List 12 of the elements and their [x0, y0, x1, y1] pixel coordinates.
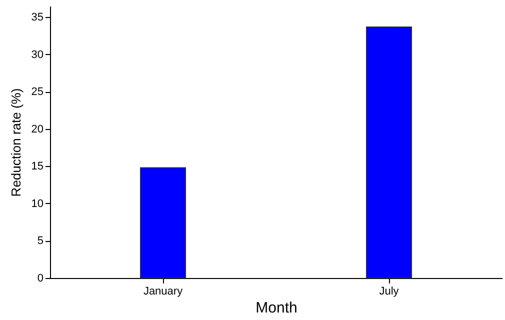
y-tick-label: 20 — [31, 123, 44, 136]
y-tick-label: 35 — [31, 12, 44, 24]
x-tick-label: July — [379, 286, 400, 298]
y-tick-label: 5 — [37, 235, 44, 248]
x-tick-label: January — [143, 286, 184, 298]
y-tick-label: 0 — [37, 272, 44, 284]
y-tick-label: 25 — [31, 86, 44, 98]
y-tick-label: 10 — [31, 198, 44, 210]
y-axis-title: Reduction rate (%) — [8, 88, 24, 197]
y-tick-label: 30 — [31, 48, 44, 61]
y-tick-label: 15 — [31, 160, 44, 173]
x-axis-title: Month — [256, 300, 298, 316]
